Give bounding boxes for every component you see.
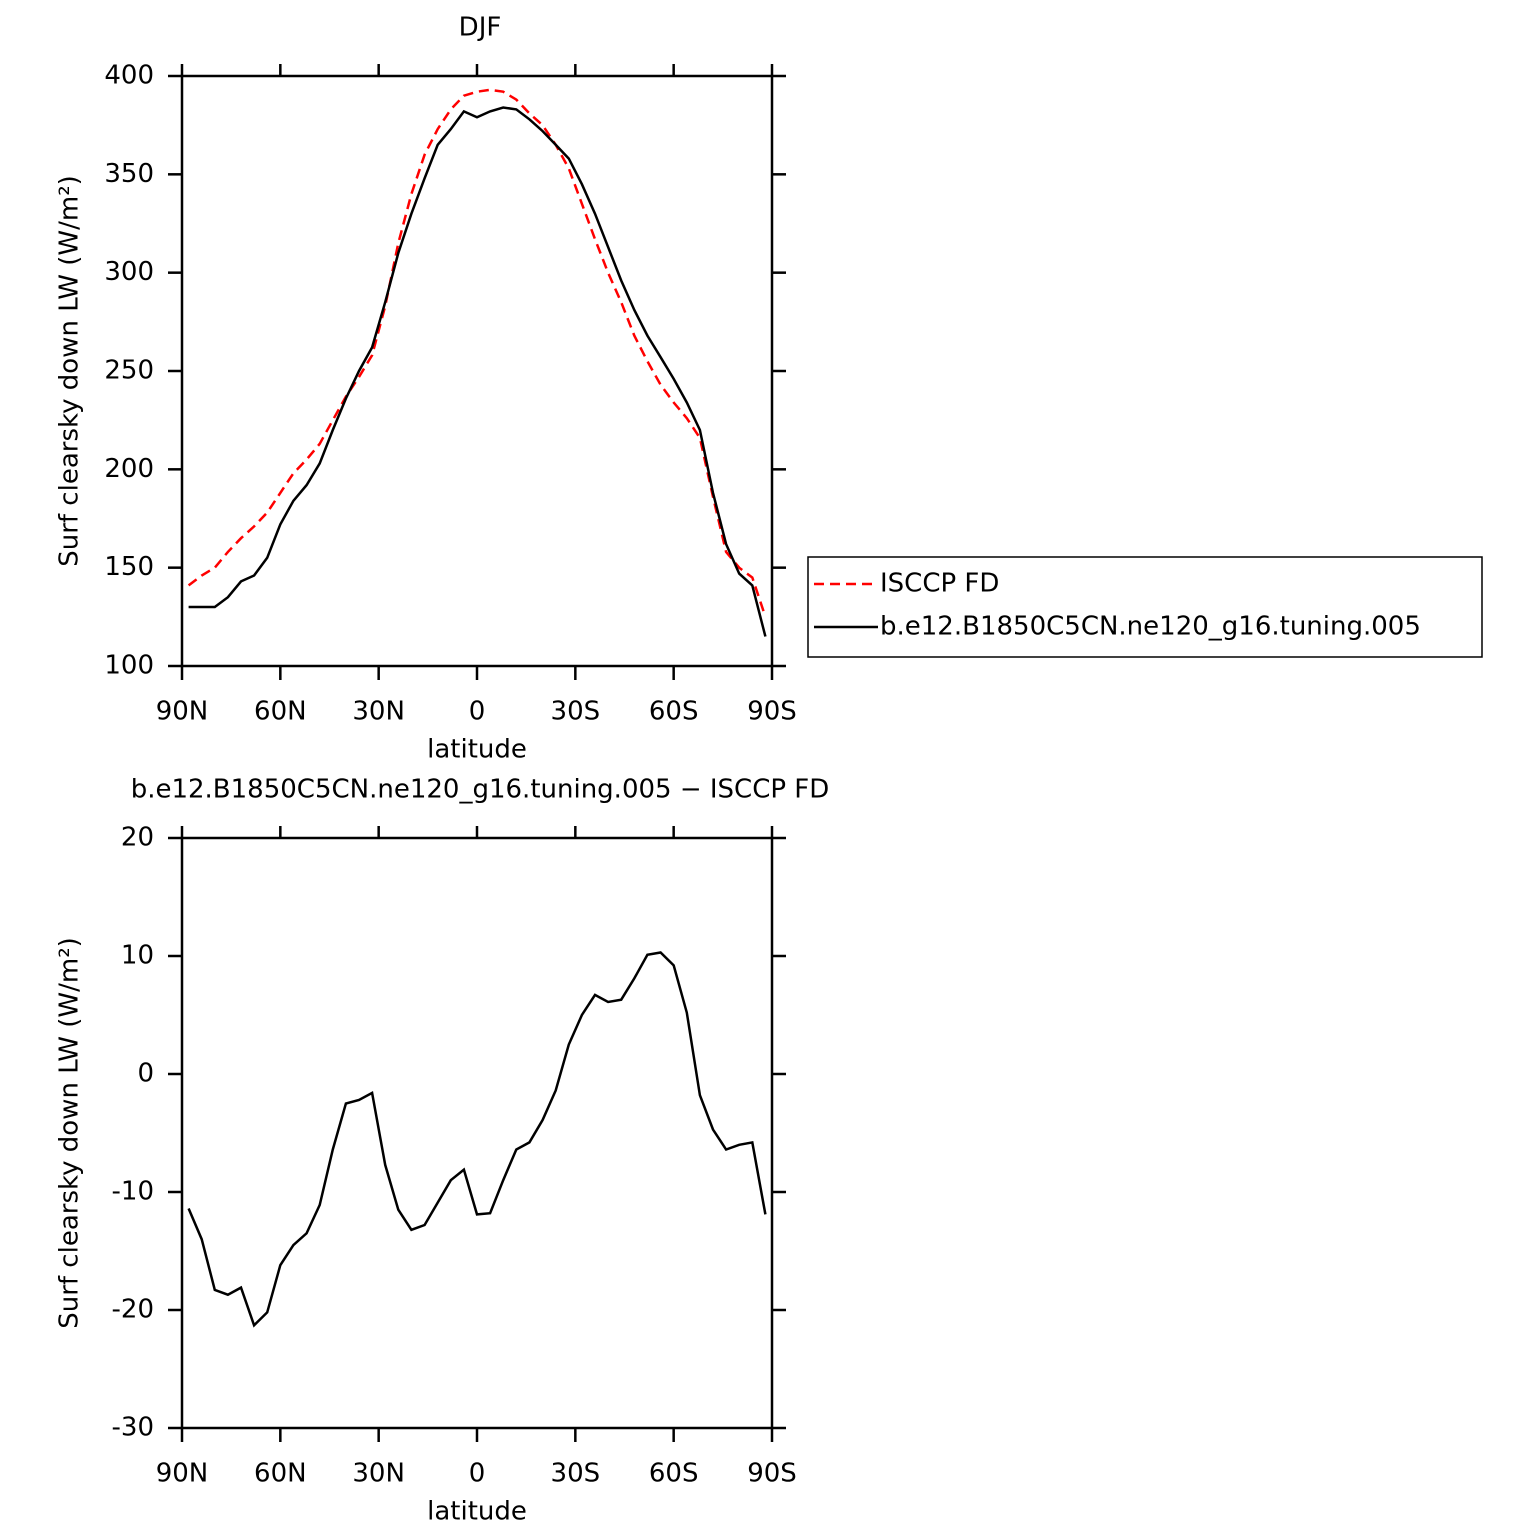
legend-label: ISCCP FD (880, 569, 999, 599)
y-tick-label: 0 (137, 1059, 154, 1089)
x-tick-label: 30N (352, 1459, 405, 1489)
x-tick-label: 30S (551, 1459, 601, 1489)
y-tick-label: 10 (121, 941, 154, 971)
x-tick-label: 60S (649, 697, 699, 727)
data-line (187, 88, 767, 618)
y-tick-label: 250 (104, 356, 154, 386)
y-tick-label: -20 (112, 1295, 154, 1325)
legend-box (807, 556, 1483, 658)
x-tick-label: 90N (156, 1459, 209, 1489)
x-tick-label: 90N (156, 697, 209, 727)
y-tick-label: -30 (112, 1413, 154, 1443)
chart-title: DJF (459, 13, 502, 43)
x-tick-label: 0 (469, 1459, 486, 1489)
x-tick-label: 60N (254, 1459, 307, 1489)
x-tick-label: 30S (551, 697, 601, 727)
x-axis-label: latitude (427, 1497, 527, 1527)
x-tick-label: 60S (649, 1459, 699, 1489)
x-tick-label: 90S (747, 697, 797, 727)
y-axis-label: Surf clearsky down LW (W/m²) (55, 175, 85, 567)
plot-frame (180, 74, 774, 668)
chart-title: b.e12.B1850C5CN.ne120_g16.tuning.005 − I… (131, 775, 830, 805)
y-tick-label: 350 (104, 159, 154, 189)
x-tick-label: 60N (254, 697, 307, 727)
data-line (187, 951, 767, 1328)
x-tick-label: 0 (469, 697, 486, 727)
y-tick-label: 100 (104, 651, 154, 681)
y-axis-label: Surf clearsky down LW (W/m²) (55, 937, 85, 1329)
y-tick-label: 150 (104, 552, 154, 582)
x-axis-label: latitude (427, 735, 527, 765)
x-tick-label: 30N (352, 697, 405, 727)
y-tick-label: -10 (112, 1177, 154, 1207)
y-tick-label: 300 (104, 257, 154, 287)
y-tick-label: 20 (121, 823, 154, 853)
x-tick-label: 90S (747, 1459, 797, 1489)
plot-frame (180, 836, 774, 1430)
legend-label: b.e12.B1850C5CN.ne120_g16.tuning.005 (880, 612, 1421, 642)
y-tick-label: 400 (104, 61, 154, 91)
data-line (188, 106, 767, 637)
y-tick-label: 200 (104, 454, 154, 484)
